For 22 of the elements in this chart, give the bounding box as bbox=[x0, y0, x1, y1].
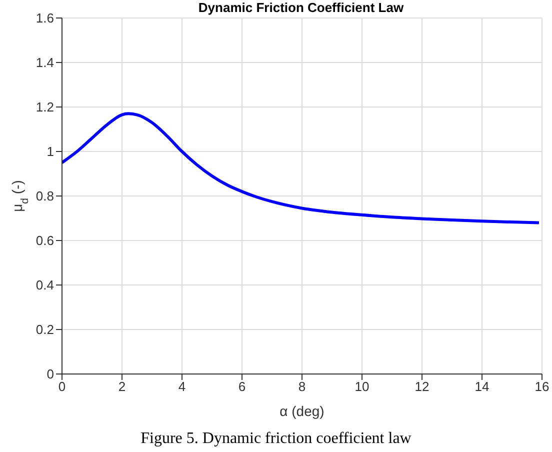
x-tick-label: 6 bbox=[238, 379, 246, 394]
y-tick-label: 0.2 bbox=[36, 322, 54, 338]
y-tick-label: 0 bbox=[46, 366, 54, 382]
x-tick-label: 14 bbox=[474, 379, 490, 394]
x-tick-label: 8 bbox=[298, 379, 306, 394]
y-tick-label: 1.4 bbox=[36, 55, 54, 70]
x-tick-label: 16 bbox=[534, 379, 550, 394]
x-tick-label: 10 bbox=[354, 379, 370, 394]
x-tick-label: 0 bbox=[58, 379, 66, 394]
chart-title: Dynamic Friction Coefficient Law bbox=[197, 0, 405, 15]
y-tick-label: 1.6 bbox=[36, 10, 54, 26]
x-axis-title: α (deg) bbox=[280, 403, 324, 419]
x-tick-label: 12 bbox=[414, 379, 430, 394]
y-tick-label: 0.8 bbox=[36, 188, 54, 204]
y-tick-label: 0.6 bbox=[36, 233, 54, 248]
y-tick-label: 0.4 bbox=[36, 278, 54, 293]
line-series bbox=[62, 112, 540, 224]
x-tick-label: 4 bbox=[178, 379, 186, 394]
y-tick-label: 1 bbox=[46, 144, 54, 160]
x-tick-label: 2 bbox=[118, 379, 126, 394]
caption: Figure 5. Dynamic friction coefficient law bbox=[140, 430, 412, 448]
y-tick-label: 1.2 bbox=[36, 100, 54, 115]
